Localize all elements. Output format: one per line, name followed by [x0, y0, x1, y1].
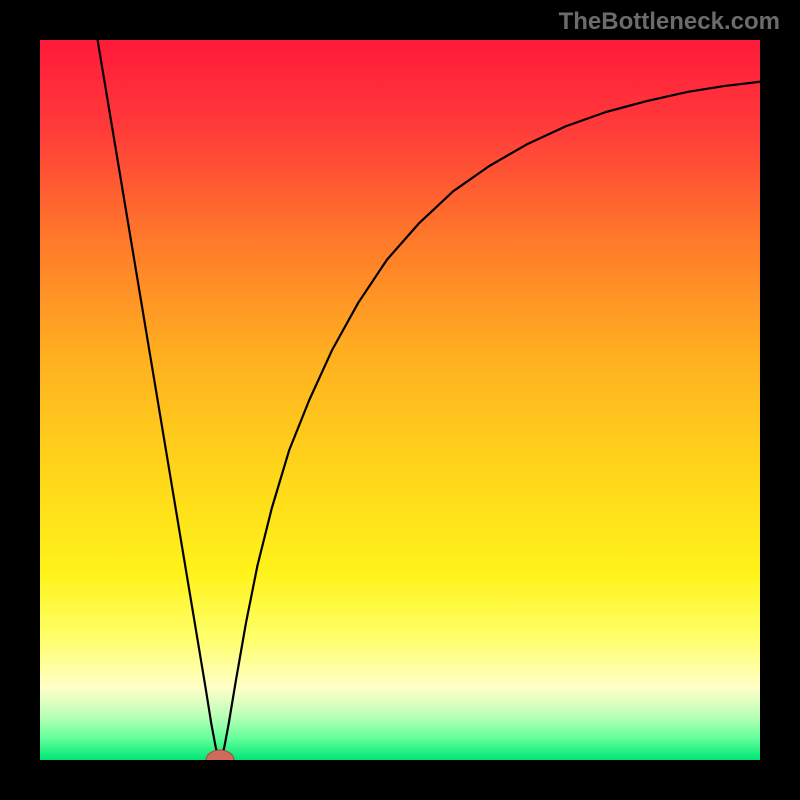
plot-area	[40, 40, 760, 760]
watermark-text: TheBottleneck.com	[559, 8, 780, 36]
gradient-background	[40, 40, 760, 760]
chart-frame: TheBottleneck.com	[0, 0, 800, 800]
plot-svg	[40, 40, 760, 760]
